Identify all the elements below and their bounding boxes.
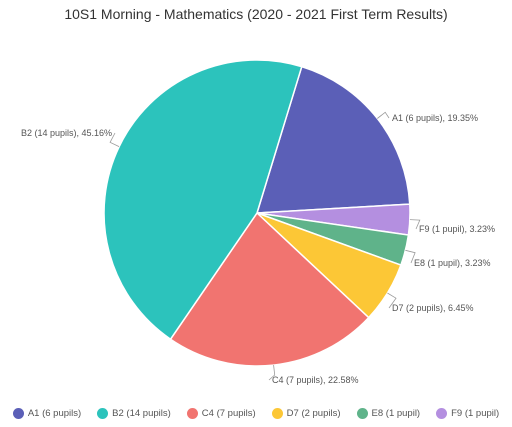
legend-dot-icon: [356, 407, 368, 419]
slice-label-c4: C4 (7 pupils), 22.58%: [272, 375, 359, 385]
legend-item-b2[interactable]: B2 (14 pupils): [97, 407, 171, 419]
slice-label-e8: E8 (1 pupil), 3.23%: [414, 258, 491, 268]
legend-dot-icon: [12, 407, 24, 419]
chart-title: 10S1 Morning - Mathematics (2020 - 2021 …: [64, 6, 448, 22]
pie-slice-b2[interactable]: [103, 59, 303, 341]
legend-item-e8[interactable]: E8 (1 pupil): [356, 407, 421, 419]
legend-item-f9[interactable]: F9 (1 pupil): [436, 407, 500, 419]
slice-label-a1: A1 (6 pupils), 19.35%: [392, 113, 478, 123]
leader-line-e8: [405, 249, 416, 264]
legend-label: B2 (14 pupils): [112, 407, 171, 419]
chart-legend: A1 (6 pupils) B2 (14 pupils) C4 (7 pupils)…: [0, 405, 512, 421]
legend-label: E8 (1 pupil): [371, 407, 421, 419]
legend-label: C4 (7 pupils): [201, 407, 256, 419]
legend-item-d7[interactable]: D7 (2 pupils): [271, 407, 341, 419]
pie-chart: A1 (6 pupils), 19.35% F9 (1 pupil), 3.23%…: [21, 59, 495, 385]
leader-line-b2: [109, 132, 120, 147]
legend-item-c4[interactable]: C4 (7 pupils): [186, 407, 256, 419]
leader-line-a1: [377, 111, 390, 119]
leader-line-c4: [268, 365, 276, 381]
legend-dot-icon: [186, 407, 198, 419]
pie-slice-a1[interactable]: [255, 65, 411, 214]
legend-item-a1[interactable]: A1 (6 pupils): [12, 407, 82, 419]
leader-line-f9: [409, 219, 421, 230]
legend-dot-icon: [97, 407, 109, 419]
slice-label-b2: B2 (14 pupils), 45.16%: [21, 128, 112, 138]
legend-label: F9 (1 pupil): [451, 407, 500, 419]
legend-label: D7 (2 pupils): [286, 407, 341, 419]
legend-dot-icon: [436, 407, 448, 419]
legend-dot-icon: [271, 407, 283, 419]
leader-line-d7: [387, 292, 397, 309]
pie-slice-c4[interactable]: [169, 211, 370, 367]
slice-label-d7: D7 (2 pupils), 6.45%: [392, 303, 474, 313]
legend-label: A1 (6 pupils): [27, 407, 82, 419]
slice-label-f9: F9 (1 pupil), 3.23%: [419, 224, 495, 234]
